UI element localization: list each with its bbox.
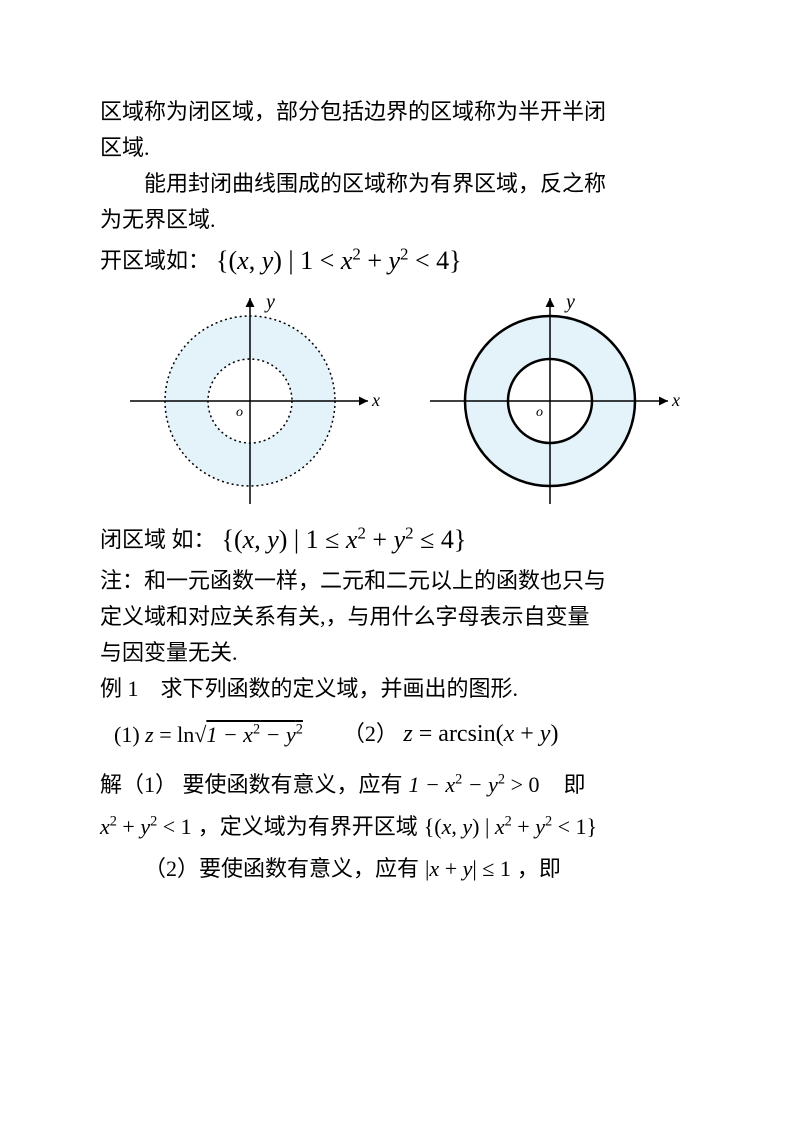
- solution-1-ie: 即: [564, 768, 586, 802]
- solution-2-line: （2）要使函数有意义，应有 |x + y| ≤ 1 ，即: [100, 852, 700, 886]
- example-2: （2） z = arcsin(x + y): [343, 716, 559, 753]
- closed-region-set: {(x, y) | 1 ≤ x2 + y2 ≤ 4}: [222, 520, 467, 560]
- note-line-2: 定义域和对应关系有关,，与用什么字母表示自变量: [100, 600, 700, 634]
- closed-region-line: 闭区域 如： {(x, y) | 1 ≤ x2 + y2 ≤ 4}: [100, 520, 700, 560]
- figure-open-annulus: y x o: [110, 286, 390, 516]
- axis-y-label: y: [564, 291, 575, 313]
- paragraph-bounded-a: 能用封闭曲线围成的区域称为有界区域，反之称: [100, 167, 700, 201]
- open-region-label: 开区域如：: [100, 244, 210, 278]
- example-2-num: （2）: [343, 721, 398, 746]
- note-line-1: 注：和一元函数一样，二元和二元以上的函数也只与: [100, 564, 700, 598]
- axis-y-label: y: [264, 291, 275, 313]
- origin-label: o: [236, 405, 243, 420]
- solution-1b-set: {(x, y) | x2 + y2 < 1}: [424, 810, 597, 844]
- solution-2-cond: |x + y| ≤ 1: [425, 852, 511, 886]
- solution-1-line-a: 解（1） 要使函数有意义，应有 1 − x2 − y2 > 0 即: [100, 768, 700, 802]
- solution-2-ie: ，即: [517, 852, 561, 886]
- example-1-num: (1): [114, 722, 140, 747]
- origin-label: o: [536, 405, 543, 420]
- solution-1-cond: 1 − x2 − y2 > 0: [409, 768, 540, 802]
- example-expressions: (1) z = ln√1 − x2 − y2 （2） z = arcsin(x …: [100, 716, 700, 753]
- paragraph-bounded-b: 为无界区域.: [100, 203, 700, 237]
- closed-region-label: 闭区域 如：: [100, 523, 216, 557]
- solution-1b-cond: x2 + y2 < 1: [100, 810, 192, 844]
- example-lead: 例 1 求下列函数的定义域，并画出的图形.: [100, 672, 700, 706]
- example-1: (1) z = ln√1 − x2 − y2: [114, 718, 303, 752]
- note-line-3: 与因变量无关.: [100, 636, 700, 670]
- figure-closed-annulus: y x o: [410, 286, 690, 516]
- axis-x-label: x: [371, 390, 380, 410]
- page: 区域称为闭区域，部分包括边界的区域称为半开半闭 区域. 能用封闭曲线围成的区域称…: [0, 0, 800, 1132]
- solution-2-lead: （2）要使函数有意义，应有: [144, 852, 419, 886]
- figure-row: y x o y x o: [100, 286, 700, 516]
- paragraph-closed-region-a: 区域称为闭区域，部分包括边界的区域称为半开半闭: [100, 95, 700, 129]
- solution-1-line-b: x2 + y2 < 1 ，定义域为有界开区域 {(x, y) | x2 + y2…: [100, 810, 700, 844]
- axis-x-label: x: [671, 390, 680, 410]
- solution-1-lead: 解（1） 要使函数有意义，应有: [100, 768, 403, 802]
- open-region-set: {(x, y) | 1 < x2 + y2 < 4}: [216, 241, 462, 281]
- paragraph-closed-region-b: 区域.: [100, 131, 700, 165]
- open-region-line: 开区域如： {(x, y) | 1 < x2 + y2 < 4}: [100, 241, 700, 281]
- solution-1b-mid: ，定义域为有界开区域: [198, 810, 418, 844]
